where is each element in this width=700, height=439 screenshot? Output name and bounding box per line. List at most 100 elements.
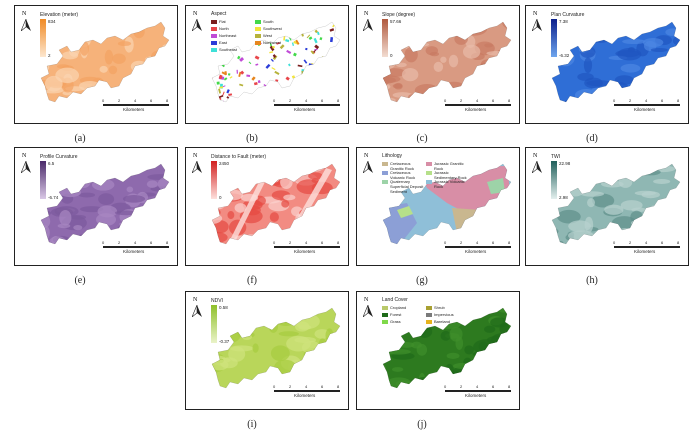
scale-tick-label: 8 [166, 240, 169, 245]
legend-swatch [382, 161, 388, 166]
map-panel-c: N Slope (degree) 57.66 0 0 2 4 6 8 Kilometers [356, 5, 520, 124]
legend-swatch [382, 312, 388, 317]
scale-tick-label: 2 [289, 384, 292, 389]
scale-bar: 0 2 4 6 8 Kilometers [273, 382, 340, 402]
legend-item: Grass [382, 319, 401, 324]
scale-tick-label: 4 [305, 384, 308, 389]
legend-title-text: Plan Curvature [551, 12, 585, 18]
legend-swatch [426, 179, 432, 184]
scale-tick-label: 2 [629, 98, 632, 103]
map-panel-i: N NDVI 0.58 -0.37 0 2 4 6 8 Kilometers [185, 291, 349, 410]
legend-swatch [382, 305, 388, 310]
scale-bar: 0 2 4 6 8 Kilometers [102, 238, 169, 258]
scale-tick-label: 8 [337, 98, 340, 103]
legend-max-value: 22.98 [559, 161, 571, 166]
legend-swatch [426, 170, 432, 175]
north-arrow-icon [363, 19, 373, 31]
scale-tick-label: 8 [508, 98, 511, 103]
scale-tick-label: 0 [102, 98, 105, 103]
legend-item: Impervious [426, 312, 454, 317]
legend-title: Profile Curvature [40, 154, 78, 161]
scale-tick-label: 4 [476, 384, 479, 389]
scale-unit: Kilometers [123, 249, 145, 254]
scale-tick-label: 4 [134, 240, 137, 245]
legend-swatch [426, 305, 432, 310]
legend-label: Jurassic Granitic Rock [434, 161, 464, 171]
legend-title: Land Cover [382, 297, 408, 303]
study-area-map [551, 163, 681, 245]
scale-unit: Kilometers [123, 107, 145, 112]
scale-bar-graphic [274, 390, 340, 392]
legend-item: Northeast [211, 33, 236, 38]
legend-item: Jurassic Sedimentary Rock [426, 170, 468, 180]
legend-label: West [263, 33, 273, 38]
scale-tick-label: 0 [444, 98, 447, 103]
legend-item: Forest [382, 312, 401, 317]
legend-item: Quaternary Superficial Deposit Sediment [382, 179, 424, 194]
scale-tick-label: 4 [645, 98, 648, 103]
legend-swatch [426, 161, 432, 166]
legend-item: East [211, 40, 227, 45]
scale-tick-label: 0 [444, 240, 447, 245]
panel-caption: (f) [247, 275, 257, 286]
legend-min-value: 0 [390, 53, 393, 58]
legend-label: Northeast [219, 33, 237, 38]
legend-label: Grass [390, 319, 401, 324]
scale-tick-label: 0 [102, 240, 105, 245]
north-arrow-icon [21, 161, 31, 173]
panel-caption: (h) [586, 275, 598, 286]
scale-tick-label: 0 [273, 240, 276, 245]
legend-label: Cropland [390, 305, 407, 310]
scale-unit: Kilometers [294, 249, 316, 254]
scale-tick-label: 2 [289, 240, 292, 245]
scale-tick-label: 8 [508, 240, 511, 245]
legend-label: Flat [219, 19, 226, 24]
legend-label: Cretaceous Volcanic Rock [390, 170, 416, 180]
scale-tick-label: 4 [305, 240, 308, 245]
north-arrow-icon [363, 305, 373, 317]
north-arrow-icon [192, 161, 202, 173]
category-legend: Aspect Flat North Northeast East Southeast Sou… [211, 11, 282, 52]
scale-tick-label: 8 [166, 98, 169, 103]
legend-swatch [211, 40, 217, 45]
panel-caption: (c) [416, 133, 428, 144]
scale-bar-graphic [103, 246, 169, 248]
scale-tick-label: 6 [661, 98, 664, 103]
legend-title-text: Distance to Fault (meter) [211, 154, 267, 160]
legend-max-value: 834 [48, 19, 56, 24]
scale-tick-label: 6 [492, 240, 495, 245]
legend-title: Elevation (meter) [40, 12, 78, 19]
north-label: N [193, 153, 198, 159]
scale-unit: Kilometers [465, 107, 487, 112]
scale-tick-label: 2 [289, 98, 292, 103]
legend-title-text: TWI [551, 154, 561, 160]
legend-min-value: -6.32 [559, 53, 570, 58]
legend-item: Flat [211, 19, 226, 24]
north-label: N [364, 297, 369, 303]
legend-item: Southwest [255, 26, 282, 31]
legend-min-value: -6.74 [48, 195, 59, 200]
north-label: N [193, 11, 198, 17]
scale-unit: Kilometers [294, 107, 316, 112]
scale-bar: 0 2 4 6 8 Kilometers [102, 96, 169, 116]
panel-caption: (e) [74, 275, 86, 286]
scale-tick-label: 0 [273, 98, 276, 103]
legend-label: North [219, 26, 229, 31]
legend-label: Impervious [434, 312, 454, 317]
north-label: N [193, 297, 198, 303]
legend-swatch [426, 319, 432, 324]
north-label: N [364, 11, 369, 17]
north-label: N [364, 153, 369, 159]
map-panel-d: N Plan Curvature 7.38 -6.32 0 2 4 6 8 Kilometers [525, 5, 689, 124]
legend-max-value: 7.38 [559, 19, 568, 24]
north-arrow-icon [192, 19, 202, 31]
panel-caption: (i) [247, 419, 257, 430]
scale-unit: Kilometers [634, 249, 656, 254]
legend-title-text: Profile Curvature [40, 154, 78, 160]
north-label: N [22, 11, 27, 17]
legend-item: Jurassic Granitic Rock [426, 161, 468, 171]
scale-tick-label: 0 [613, 240, 616, 245]
legend-swatch [211, 33, 217, 38]
legend-title: Slope (degree) [382, 12, 415, 19]
map-panel-h: N TWI 22.98 2.98 0 2 4 6 8 Kilometers [525, 147, 689, 266]
